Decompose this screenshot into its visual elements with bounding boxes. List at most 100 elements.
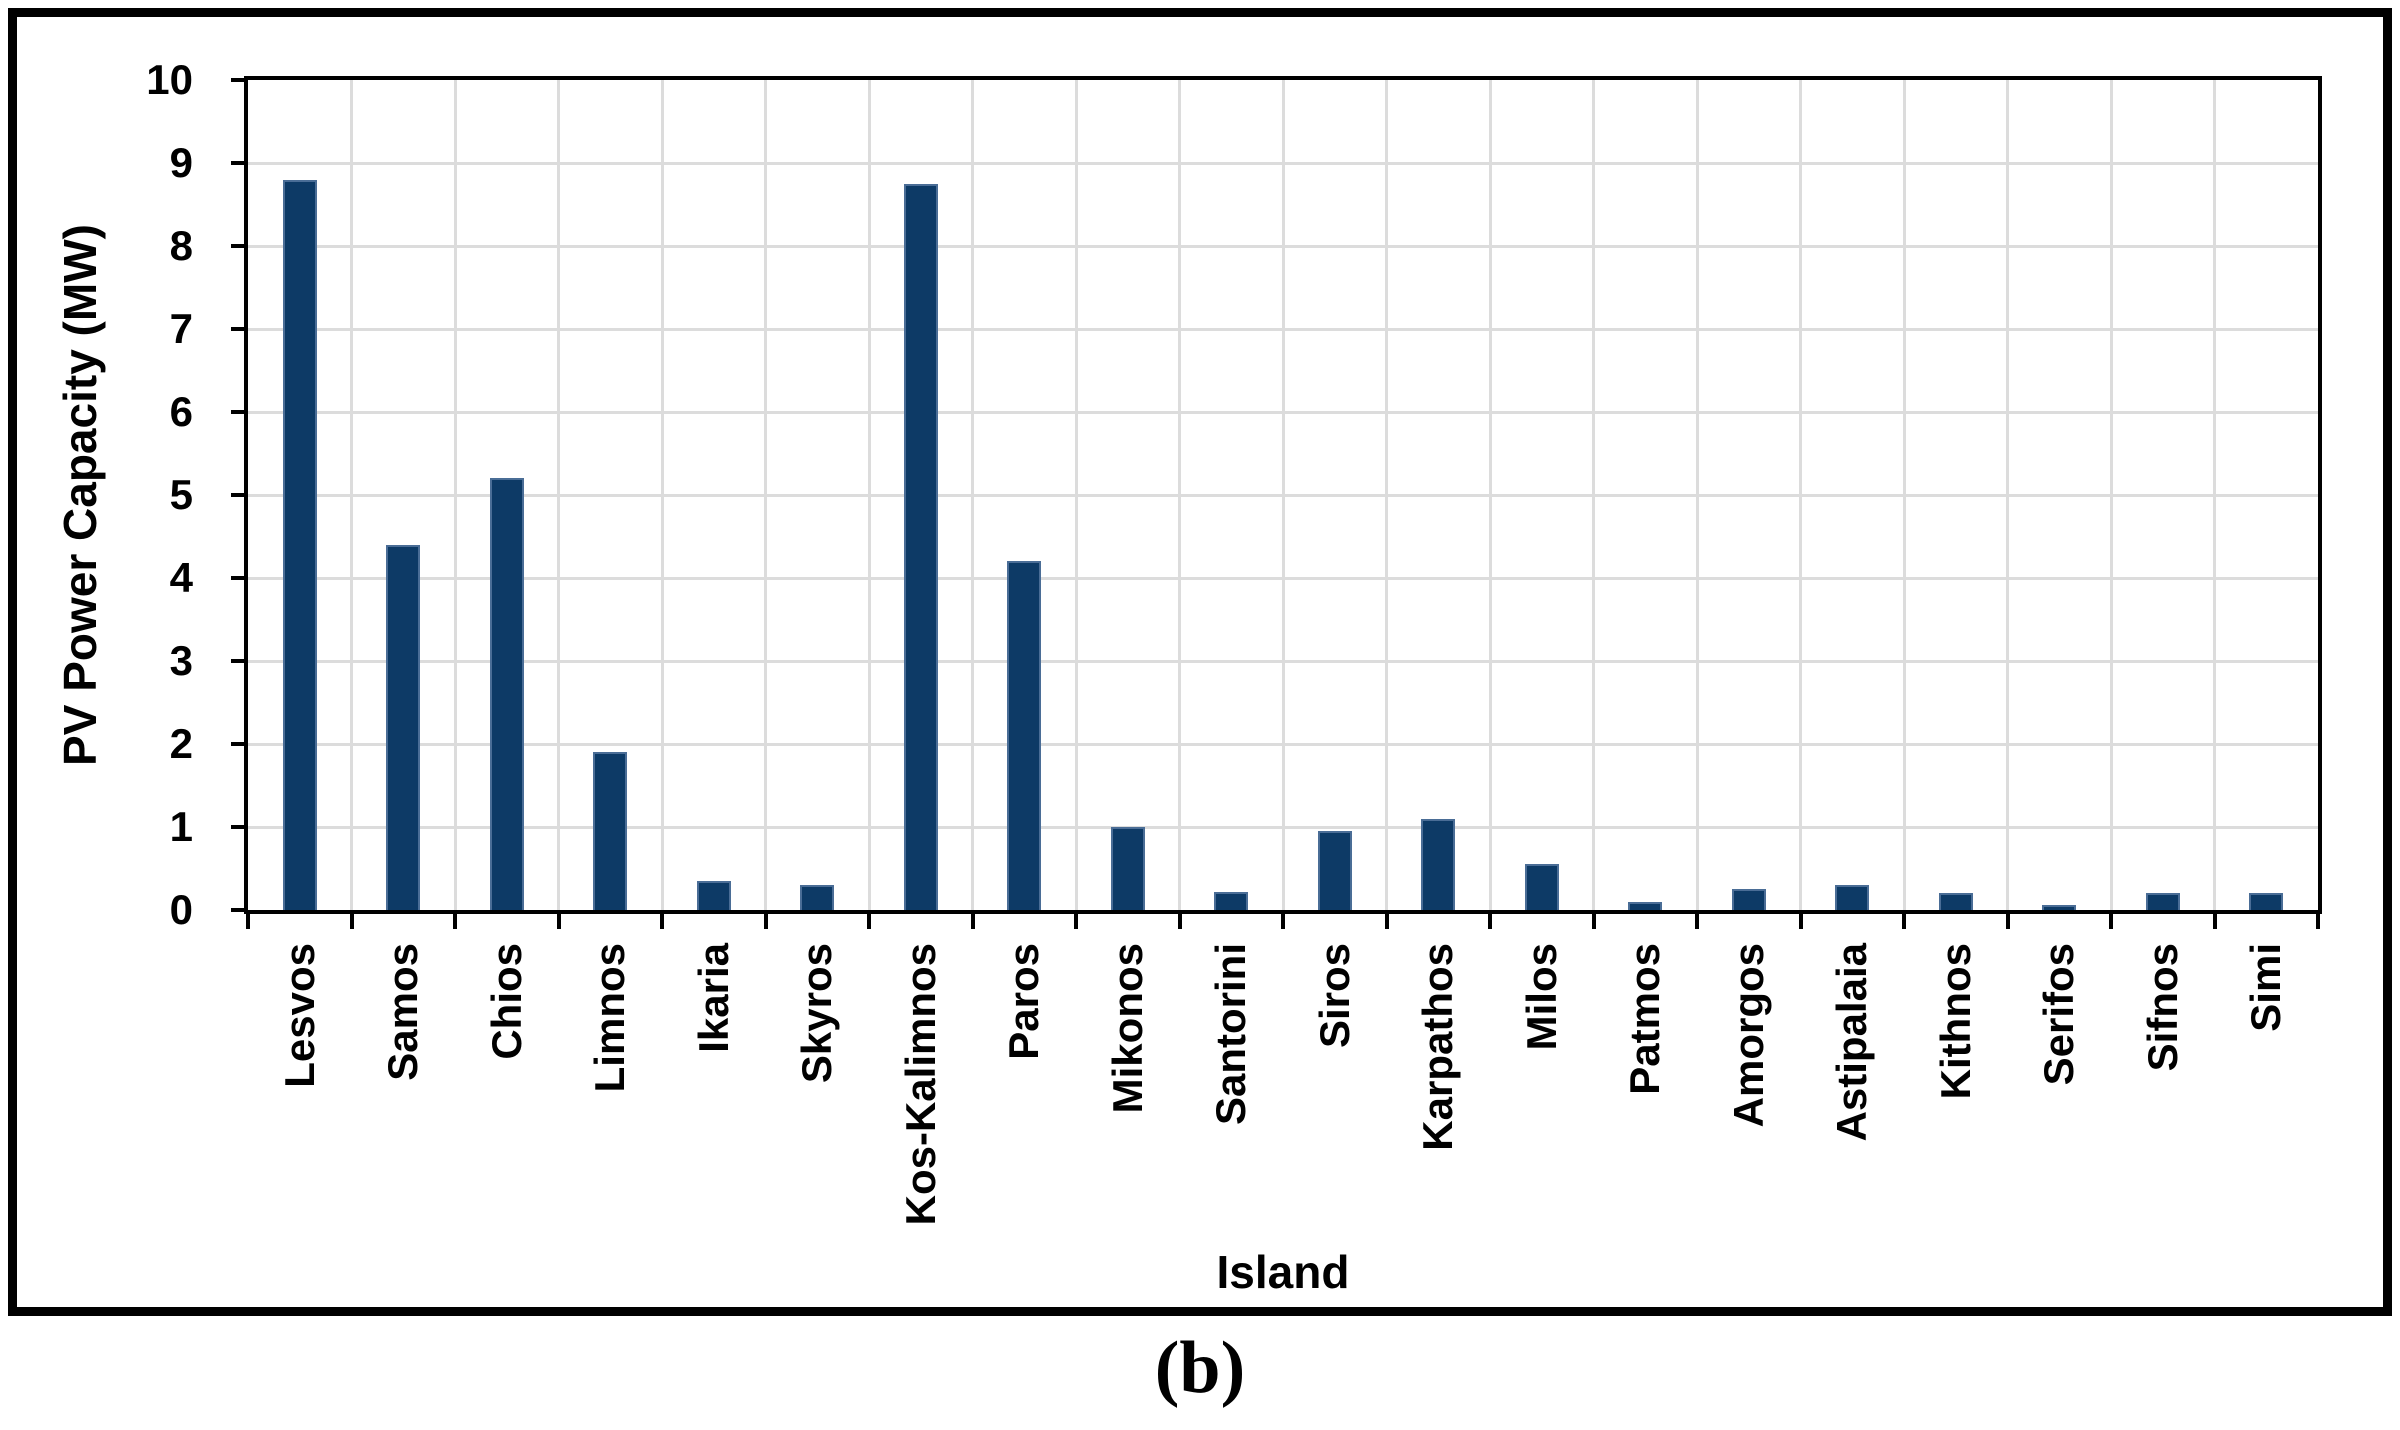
x-tick-mark — [2109, 912, 2113, 929]
x-category-label: Kithnos — [1931, 943, 1979, 1100]
bar-patmos — [1628, 901, 1663, 910]
vertical-gridline — [1074, 80, 1078, 910]
bar-simi — [2249, 893, 2284, 910]
y-tick-mark — [231, 410, 248, 414]
bar-serifos — [2042, 905, 2077, 910]
bar-santorini — [1214, 891, 1249, 910]
x-category-label: Chios — [482, 943, 530, 1060]
bar-limnos — [593, 752, 628, 910]
x-category-label: Paros — [1000, 943, 1048, 1060]
bar-samos — [386, 544, 421, 910]
plot-area — [244, 76, 2322, 914]
x-category-label: Lesvos — [275, 943, 323, 1088]
x-tick-mark — [1074, 912, 1078, 929]
y-tick-label: 0 — [169, 886, 193, 933]
bar-kos-kalimnos — [903, 183, 938, 910]
bar-sifnos — [2145, 893, 2180, 910]
x-tick-mark — [1177, 912, 1182, 929]
x-category-label: Astipalaia — [1828, 943, 1876, 1142]
bar-ikaria — [696, 880, 731, 910]
x-category-label: Serifos — [2035, 943, 2083, 1086]
x-category-label: Sifnos — [2138, 943, 2186, 1072]
x-category-label: Santorini — [1207, 943, 1255, 1126]
x-tick-mark — [2316, 912, 2320, 929]
vertical-gridline — [2006, 80, 2009, 910]
x-tick-mark — [349, 912, 354, 929]
x-category-label: Limnos — [586, 943, 634, 1093]
vertical-gridline — [1592, 80, 1595, 910]
bar-astipalaia — [1835, 885, 1870, 910]
x-tick-mark — [2005, 912, 2010, 929]
bar-kithnos — [1938, 893, 1973, 910]
bar-mikonos — [1110, 827, 1145, 910]
x-tick-mark — [660, 912, 664, 929]
y-tick-mark — [231, 825, 248, 829]
x-category-label: Ikaria — [689, 943, 737, 1053]
y-tick-mark — [231, 244, 248, 248]
y-tick-mark — [231, 576, 248, 580]
y-tick-label: 5 — [169, 471, 193, 518]
x-tick-mark — [763, 912, 768, 929]
x-tick-mark — [246, 912, 250, 929]
y-tick-mark — [231, 659, 248, 663]
x-tick-mark — [867, 912, 871, 929]
x-tick-mark — [1695, 912, 1699, 929]
y-tick-mark — [231, 161, 248, 165]
bar-chios — [489, 478, 524, 910]
vertical-gridline — [1695, 80, 1699, 910]
y-tick-label: 7 — [169, 305, 193, 352]
vertical-gridline — [1488, 80, 1492, 910]
x-tick-mark — [556, 912, 561, 929]
y-tick-label: 9 — [169, 139, 193, 186]
x-category-label: Mikonos — [1103, 943, 1151, 1114]
x-tick-mark — [1384, 912, 1389, 929]
x-axis-title: Island — [1216, 1246, 1350, 1298]
x-category-label: Kos-Kalimnos — [896, 943, 944, 1226]
bar-paros — [1007, 561, 1042, 910]
y-tick-label: 3 — [169, 637, 193, 684]
vertical-gridline — [1902, 80, 1906, 910]
y-tick-label: 10 — [146, 56, 193, 103]
chart-figure-frame: PV Power Capacity (MW) 0 1 2 3 4 5 6 7 8 9 10 Lesv… — [8, 8, 2392, 1316]
figure-caption: (b) — [1154, 1327, 1246, 1409]
y-tick-mark — [231, 493, 248, 497]
x-tick-mark — [1591, 912, 1596, 929]
bar-siros — [1317, 831, 1352, 910]
x-tick-mark — [2212, 912, 2217, 929]
y-tick-mark — [231, 742, 248, 746]
x-category-label: Patmos — [1621, 943, 1669, 1095]
vertical-gridline — [350, 80, 353, 910]
vertical-gridline — [1385, 80, 1388, 910]
vertical-gridline — [1799, 80, 1802, 910]
x-tick-mark — [1798, 912, 1803, 929]
x-category-label: Skyros — [793, 943, 841, 1084]
y-tick-mark — [231, 327, 248, 331]
vertical-gridline — [971, 80, 974, 910]
y-tick-label: 4 — [169, 554, 193, 601]
vertical-gridline — [764, 80, 767, 910]
vertical-gridline — [660, 80, 664, 910]
y-tick-label: 1 — [169, 803, 193, 850]
x-category-label: Siros — [1310, 943, 1358, 1049]
x-category-label: Simi — [2242, 943, 2290, 1032]
vertical-gridline — [2109, 80, 2113, 910]
y-tick-label: 8 — [169, 222, 193, 269]
y-tick-label: 6 — [169, 388, 193, 435]
x-tick-mark — [1488, 912, 1492, 929]
bar-milos — [1524, 864, 1559, 910]
vertical-gridline — [1178, 80, 1181, 910]
x-tick-mark — [1902, 912, 1906, 929]
x-tick-mark — [1281, 912, 1285, 929]
vertical-gridline — [557, 80, 560, 910]
y-tick-label: 2 — [169, 720, 193, 767]
y-tick-mark — [231, 908, 248, 912]
vertical-gridline — [453, 80, 457, 910]
x-category-label: Samos — [379, 943, 427, 1081]
x-category-label: Amorgos — [1724, 943, 1772, 1128]
bar-amorgos — [1731, 889, 1766, 910]
x-category-label: Milos — [1517, 943, 1565, 1051]
vertical-gridline — [1281, 80, 1285, 910]
x-category-label: Karpathos — [1414, 943, 1462, 1151]
x-tick-mark — [453, 912, 457, 929]
